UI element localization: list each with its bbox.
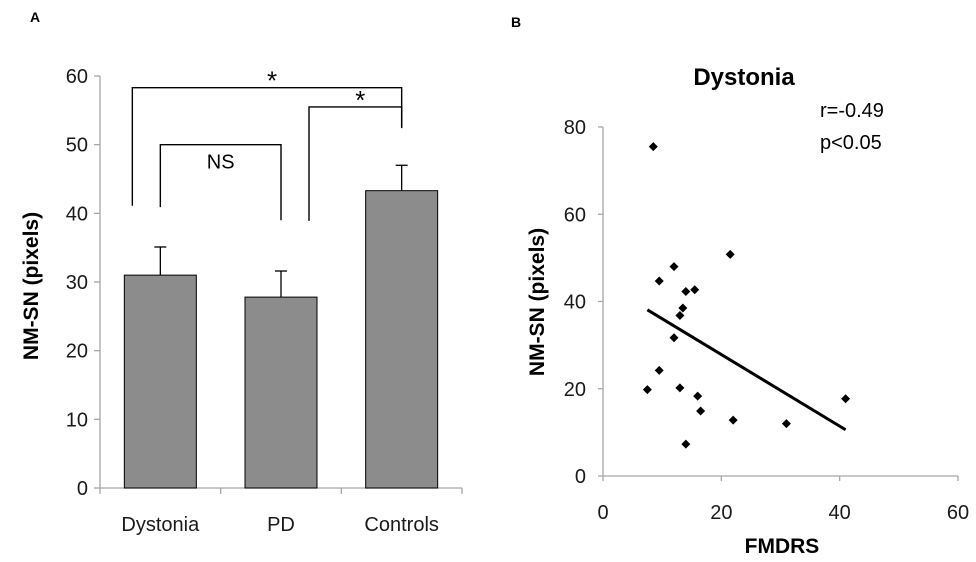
- scatter-point: [728, 415, 738, 425]
- panel-a-y-tick-label: 40: [66, 203, 88, 225]
- panel-b-x-tick-label: 0: [597, 502, 608, 524]
- significance-label: *: [267, 66, 277, 96]
- scatter-point: [642, 385, 652, 395]
- scatter-point: [648, 142, 658, 152]
- panel-b-y-ticks: 0 20 40 60 80: [564, 117, 603, 488]
- scatter-point: [675, 383, 685, 393]
- panel-a-significance-brackets: NS * *: [131, 66, 403, 221]
- bar-controls: [365, 190, 439, 489]
- trendline: [646, 308, 847, 432]
- panel-a-y-ticks: 0 10 20 30 40 50 60: [66, 66, 100, 500]
- panel-a-x-ticks: Dystonia PD Controls: [121, 514, 438, 536]
- panel-a-y-tick-label: 20: [66, 341, 88, 363]
- panel-a-y-tick-label: 0: [77, 478, 88, 500]
- panel-a-y-axis-label: NM-SN (pixels): [20, 212, 43, 360]
- scatter-point: [654, 365, 664, 375]
- panel-a-bar-chart: A NM-SN (pixels) 0 10 20 30 40 50 60 Dystonia P…: [20, 9, 463, 536]
- panel-b-y-tick-label: 0: [575, 466, 586, 488]
- panel-b-x-ticks: 0 20 40 60: [597, 476, 969, 524]
- panel-b-y-tick-label: 60: [564, 204, 586, 226]
- panel-a-y-tick-label: 60: [66, 66, 88, 88]
- scatter-point: [669, 262, 679, 272]
- scatter-point: [693, 391, 703, 401]
- panel-a-x-tick-label: Dystonia: [121, 514, 200, 536]
- p-value-annotation: p<0.05: [820, 132, 882, 154]
- scatter-point: [841, 394, 851, 404]
- panel-b-axes: [602, 127, 958, 477]
- bar-dystonia: [123, 274, 197, 489]
- scatter-point: [690, 285, 700, 295]
- panel-a-bars: [123, 190, 439, 489]
- panel-b-points: [642, 142, 851, 449]
- scatter-point: [781, 419, 791, 429]
- panel-a-label: A: [30, 9, 40, 25]
- panel-b-x-axis-label: FMDRS: [745, 535, 820, 558]
- panel-b-x-tick-label: 40: [829, 502, 851, 524]
- correlation-annotation: r=-0.49: [820, 100, 884, 122]
- panel-a-x-tick-label: Controls: [364, 514, 438, 536]
- panel-a-y-tick-label: 50: [66, 135, 88, 157]
- significance-bracket: [131, 86, 403, 206]
- panel-a-y-tick-label: 30: [66, 272, 88, 294]
- bar-pd: [244, 296, 318, 489]
- panel-b-title: Dystonia: [693, 64, 795, 91]
- scatter-point: [696, 406, 706, 416]
- panel-b-x-tick-label: 60: [947, 502, 969, 524]
- scatter-point: [681, 439, 691, 449]
- panel-b-y-axis-label: NM-SN (pixels): [526, 228, 549, 376]
- panel-b-y-tick-label: 40: [564, 292, 586, 314]
- significance-label: NS: [207, 152, 235, 174]
- scatter-point: [669, 333, 679, 343]
- scatter-point: [654, 276, 664, 286]
- panel-a-y-tick-label: 10: [66, 409, 88, 431]
- panel-b-label: B: [511, 14, 521, 30]
- panel-b-scatter-plot: B Dystonia r=-0.49 p<0.05 NM-SN (pixels)…: [511, 14, 969, 558]
- significance-bracket: [159, 143, 282, 221]
- panel-b-y-tick-label: 80: [564, 117, 586, 139]
- scatter-point: [678, 303, 688, 313]
- scatter-point: [675, 310, 685, 320]
- panel-b-trendline: [646, 308, 847, 432]
- panel-b-x-tick-label: 20: [710, 502, 732, 524]
- panel-b-y-tick-label: 20: [564, 379, 586, 401]
- significance-label: *: [355, 85, 365, 115]
- panel-a-x-tick-label: PD: [267, 514, 295, 536]
- scatter-point: [681, 286, 691, 296]
- scatter-point: [725, 249, 735, 259]
